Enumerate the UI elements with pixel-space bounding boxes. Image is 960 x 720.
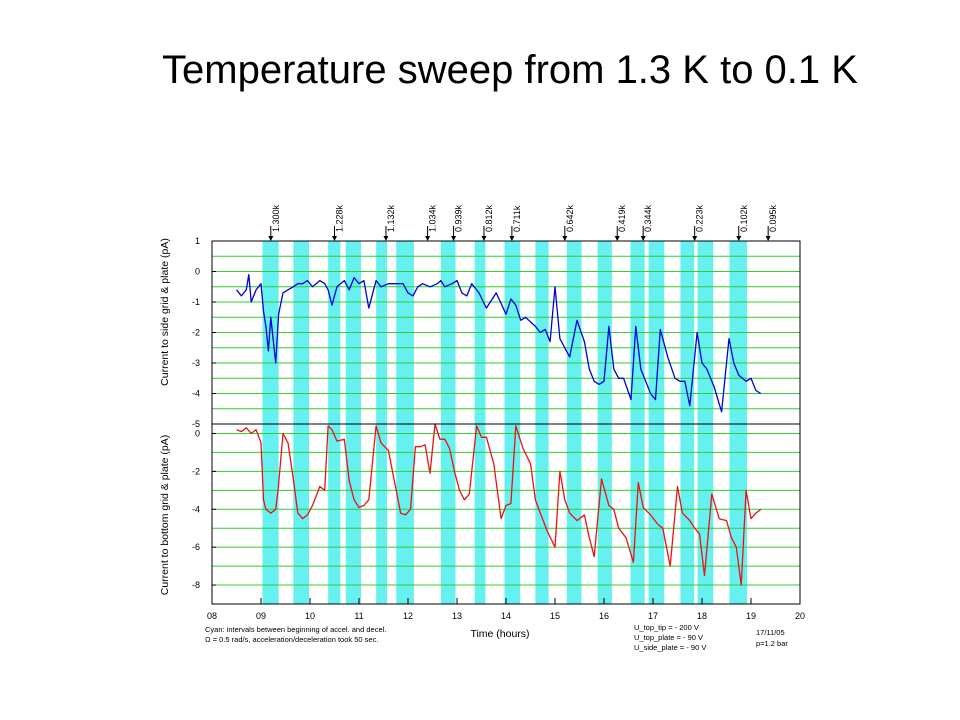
x-tick-label: 18 <box>697 611 707 621</box>
temperature-marker-label: 0.095k <box>768 204 778 232</box>
side-current-series <box>235 273 762 413</box>
temperature-marker-label: 0.419k <box>617 204 627 232</box>
x-tick-label: 10 <box>305 611 315 621</box>
bottom-current-series <box>236 423 762 586</box>
cyan-band <box>697 241 714 604</box>
cyan-band <box>535 241 549 604</box>
marker-arrowhead <box>383 236 389 241</box>
marker-arrowhead <box>614 236 620 241</box>
y-tick-label: -6 <box>192 542 200 552</box>
cyan-band <box>440 241 456 604</box>
temperature-marker-label: 0.711k <box>512 205 522 232</box>
x-tick-label: 09 <box>256 611 266 621</box>
cyan-note-line-1: Cyan: intervals between beginning of acc… <box>205 625 386 634</box>
cyan-band <box>262 241 279 604</box>
cyan-band <box>630 241 645 604</box>
voltage-note-3: U_side_plate = - 90 V <box>634 643 706 652</box>
x-tick-label: 16 <box>599 611 609 621</box>
temperature-marker-label: 0.223k <box>695 204 705 232</box>
temperature-marker-label: 0.344k <box>643 204 653 232</box>
cyan-band <box>729 241 748 604</box>
y-axis-title-bottom: Current to bottom grid & plate (pA) <box>159 435 171 596</box>
cyan-note-line-2: Ω = 0.5 rad/s, acceleration/deceleration… <box>205 635 378 644</box>
y-tick-label: -5 <box>192 419 200 429</box>
voltage-note-2: U_top_plate = - 90 V <box>634 633 703 642</box>
x-tick-label: 12 <box>403 611 413 621</box>
cyan-band <box>648 241 665 604</box>
x-tick-label: 11 <box>354 611 363 621</box>
temperature-marker-label: 1.228k <box>335 204 345 232</box>
date-note: 17/11/05 <box>756 628 785 637</box>
temperature-marker-label: 0.939k <box>454 204 464 232</box>
gridlines <box>212 255 800 586</box>
slide-title: Temperature sweep from 1.3 K to 0.1 K <box>162 48 858 92</box>
marker-arrowhead <box>562 236 568 241</box>
cyan-band <box>328 241 341 604</box>
pressure-note: p=1.2 bar <box>756 639 788 648</box>
x-tick-label: 13 <box>452 611 462 621</box>
marker-arrowhead <box>736 236 742 241</box>
temperature-marker-label: 1.132k <box>386 204 396 232</box>
cyan-band <box>376 241 387 604</box>
x-tick-label: 17 <box>648 611 658 621</box>
x-tick-label: 19 <box>746 611 756 621</box>
y-tick-label: -8 <box>192 580 200 590</box>
temperature-marker-label: 1.034k <box>428 204 438 232</box>
y-tick-label: -4 <box>192 504 200 514</box>
temperature-marker-label: 0.642k <box>565 204 575 232</box>
cyan-band <box>293 241 310 604</box>
voltage-note-1: U_top_tip = - 200 V <box>634 623 699 632</box>
y-tick-label: 0 <box>195 428 200 438</box>
marker-arrowhead <box>765 236 771 241</box>
marker-arrowhead <box>268 236 274 241</box>
marker-arrowhead <box>425 236 431 241</box>
cyan-band <box>504 241 521 604</box>
cyan-band <box>566 241 582 604</box>
cyan-band <box>680 241 695 604</box>
y-tick-label: -2 <box>192 466 200 476</box>
marker-arrowhead <box>640 236 646 241</box>
y-tick-label: -3 <box>192 358 200 368</box>
x-axis-title: Time (hours) <box>470 628 529 640</box>
y-tick-label: 0 <box>195 267 200 277</box>
y-tick-label: 1 <box>195 236 200 246</box>
y-tick-label: -2 <box>192 328 200 338</box>
cyan-band <box>474 241 486 604</box>
x-tick-label: 08 <box>207 611 217 621</box>
temperature-marker-label: 1.300k <box>271 204 281 232</box>
y-tick-label: -1 <box>192 297 200 307</box>
temperature-markers: 1.300k 1.228k 1.132k 1.034k 0.939k 0.812k 0.71… <box>268 204 778 241</box>
x-tick-label: 15 <box>550 611 560 621</box>
cyan-band <box>597 241 612 604</box>
marker-arrowhead <box>451 236 457 241</box>
y-tick-label: -4 <box>192 389 200 399</box>
series-lines <box>235 273 762 586</box>
x-tick-label: 14 <box>501 611 511 621</box>
axis-ticks: 10-1-2-3-4-50-2-4-6-808 09 10 11 12 13 14 15 16 1… <box>192 236 805 621</box>
temperature-marker-label: 0.812k <box>484 204 494 232</box>
temperature-marker-label: 0.102k <box>739 204 749 232</box>
marker-arrowhead <box>509 236 515 241</box>
marker-arrowhead <box>481 236 487 241</box>
x-tick-label: 20 <box>795 611 805 621</box>
marker-arrowhead <box>692 236 698 241</box>
y-axis-title-top: Current to side grid & plate (pA) <box>159 238 171 386</box>
marker-arrowhead <box>332 236 337 241</box>
cyan-band <box>345 241 361 604</box>
